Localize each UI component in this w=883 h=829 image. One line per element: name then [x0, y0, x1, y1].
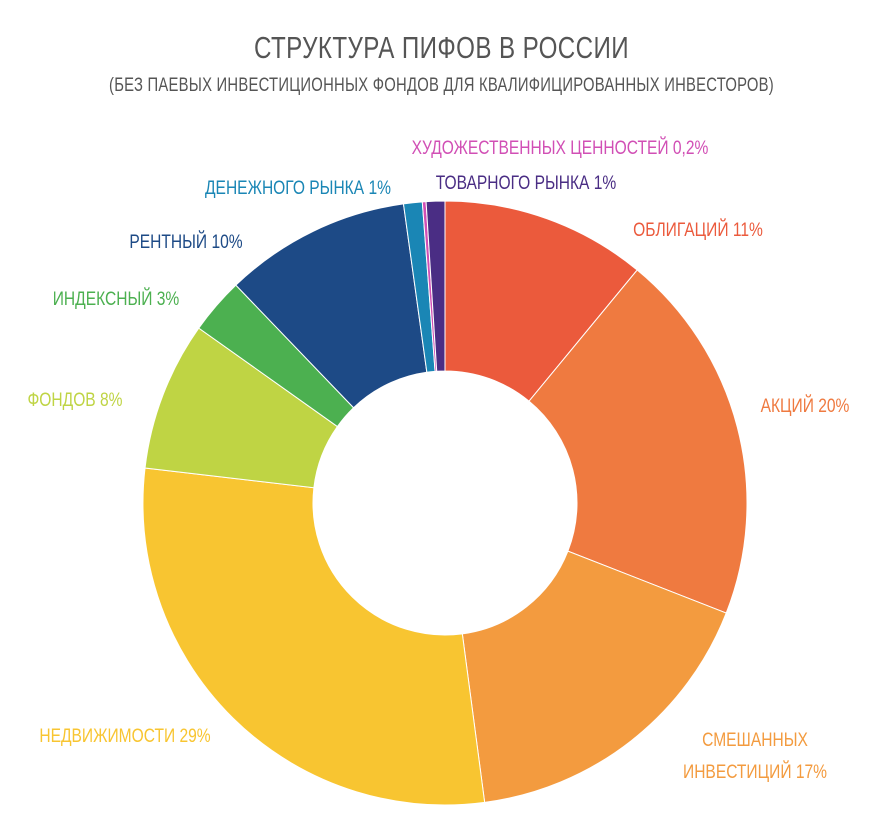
slice-label-8: ДЕНЕЖНОГО РЫНКА 1%	[205, 177, 391, 199]
pie-slice-7	[235, 203, 428, 409]
slice-label-9: ХУДОЖЕСТВЕННЫХ ЦЕННОСТЕЙ 0,2%	[412, 137, 709, 159]
pie-slice-4	[142, 467, 486, 806]
slice-label-2: АКЦИЙ 20%	[761, 395, 850, 417]
slice-label-3: СМЕШАННЫХ ИНВЕСТИЦИЙ 17%	[683, 729, 827, 783]
pie-slice-1	[444, 200, 638, 402]
slice-label-4: НЕДВИЖИМОСТИ 29%	[39, 725, 210, 747]
pie-slice-3	[461, 550, 727, 803]
chart-subtitle: (БЕЗ ПАЕВЫХ ИНВЕСТИЦИОННЫХ ФОНДОВ ДЛЯ КВ…	[109, 75, 774, 96]
slice-label-6: ИНДЕКСНЫЙ 3%	[53, 288, 180, 310]
slice-label-5: ФОНДОВ 8%	[27, 389, 122, 411]
slice-label-1: ОБЛИГАЦИЙ 11%	[633, 219, 763, 241]
slice-label-10: ТОВАРНОГО РЫНКА 1%	[436, 172, 617, 194]
chart-title: СТРУКТУРА ПИФОВ В РОССИИ	[253, 30, 630, 65]
pie-slice-2	[528, 269, 748, 614]
slice-label-7: РЕНТНЫЙ 10%	[129, 231, 242, 253]
pie-slice-10	[425, 200, 446, 372]
